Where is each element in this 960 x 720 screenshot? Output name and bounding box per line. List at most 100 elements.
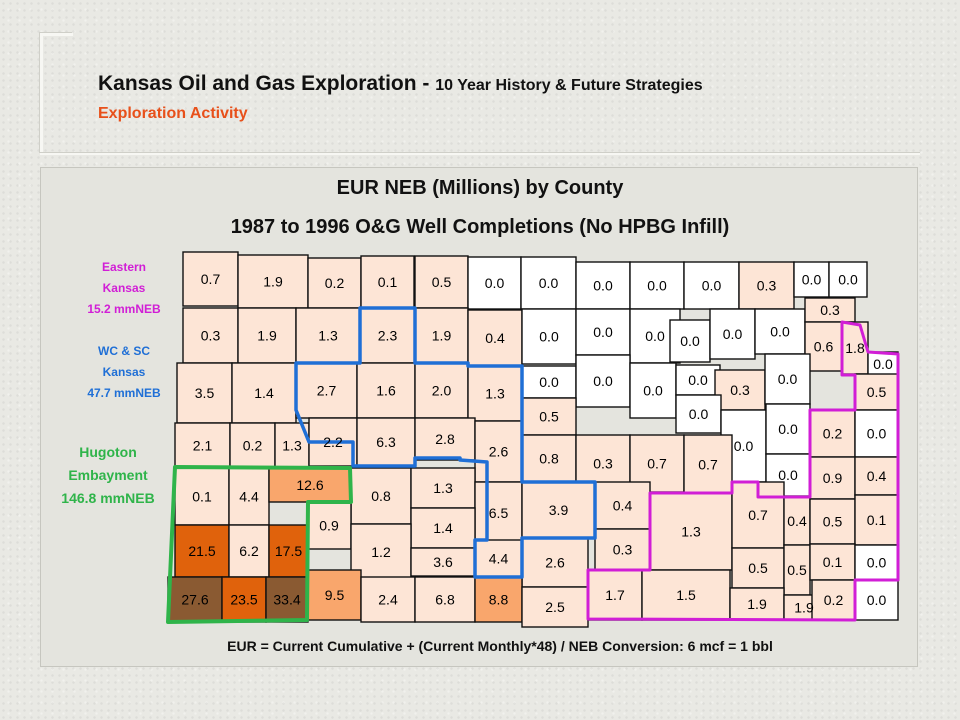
county-value-97: 1.7 (605, 587, 625, 603)
county-value-9: 0.0 (702, 278, 722, 294)
county-81 (410, 547, 476, 577)
county-value-102: 0.0 (867, 592, 887, 608)
county-value-83: 2.6 (545, 555, 565, 571)
county-73 (809, 498, 856, 545)
county-67 (474, 481, 523, 545)
region-wcsc-line1: WC & SC (98, 344, 150, 358)
county-82 (474, 539, 523, 578)
county-value-4: 0.5 (432, 274, 452, 290)
county-value-31: 2.7 (317, 383, 337, 399)
county-value-86: 0.5 (787, 562, 807, 578)
wcsc-region-border (294, 306, 597, 579)
county-value-0: 0.7 (201, 271, 221, 287)
county-90 (221, 576, 267, 623)
county-46 (356, 417, 416, 467)
county-8 (629, 261, 685, 310)
county-value-65: 0.8 (371, 488, 391, 504)
county-value-59: 0.0 (778, 467, 798, 483)
county-value-8: 0.0 (647, 278, 667, 294)
eur-formula-note: EUR = Current Cumulative + (Current Mont… (227, 638, 773, 654)
county-value-12: 0.0 (838, 272, 858, 288)
county-values: 0.7 1.9 0.2 0.1 0.5 0.0 0.0 0.0 0.0 0.0 0.3 0.0 0.0 0… (181, 271, 893, 616)
hugoton-region-border (166, 465, 353, 624)
region-hugoton-total: 146.8 mmNEB (61, 490, 155, 506)
county-value-57: 0.7 (647, 456, 667, 472)
county-value-64: 12.6 (296, 477, 323, 493)
map-subtitle: 1987 to 1996 O&G Well Completions (No HP… (230, 216, 730, 238)
county-value-5: 0.0 (485, 275, 505, 291)
county-value-44: 1.3 (282, 438, 302, 454)
county-value-93: 2.4 (378, 592, 398, 608)
county-value-54: 0.0 (867, 426, 887, 442)
county-value-37: 0.0 (643, 383, 663, 399)
county-value-19: 0.0 (539, 329, 559, 345)
county-value-49: 0.5 (539, 409, 559, 425)
county-value-55: 0.8 (539, 451, 559, 467)
county-22 (669, 319, 711, 363)
county-value-72: 0.4 (787, 513, 807, 529)
county-value-25: 0.3 (820, 302, 840, 318)
county-value-80: 1.2 (371, 544, 391, 560)
title-divider (40, 153, 920, 155)
county-50 (675, 394, 722, 434)
county-20 (575, 308, 631, 356)
county-23 (709, 308, 756, 360)
county-value-94: 6.8 (435, 592, 455, 608)
county-96 (521, 586, 589, 628)
county-value-47: 2.8 (435, 431, 455, 447)
county-value-36: 0.0 (593, 373, 613, 389)
county-11 (793, 261, 830, 298)
county-25 (804, 297, 856, 323)
county-value-76: 1.4 (433, 520, 453, 536)
county-value-2: 0.2 (325, 275, 345, 291)
county-value-87: 0.1 (823, 554, 843, 570)
county-value-42: 2.1 (193, 438, 213, 454)
county-value-33: 2.0 (432, 383, 452, 399)
county-value-100: 1.9 (794, 600, 814, 616)
county-value-39: 0.3 (730, 382, 750, 398)
county-value-60: 0.9 (823, 470, 843, 486)
county-value-81: 3.6 (433, 554, 453, 570)
county-value-82: 4.4 (489, 551, 509, 567)
slide-title-sub: 10 Year History & Future Strategies (435, 77, 703, 94)
county-value-91: 33.4 (273, 592, 300, 608)
county-41 (854, 373, 899, 411)
county-value-43: 0.2 (243, 438, 263, 454)
county-value-69: 0.4 (613, 498, 633, 514)
map-title: EUR NEB (Millions) by County (336, 177, 624, 199)
county-value-1: 1.9 (263, 274, 283, 290)
county-value-3: 0.1 (378, 274, 398, 290)
county-value-16: 2.3 (378, 328, 398, 344)
county-91 (265, 576, 309, 623)
county-value-32: 1.6 (376, 383, 396, 399)
county-value-46: 6.3 (376, 434, 396, 450)
county-value-75: 0.9 (319, 518, 339, 534)
county-49 (521, 397, 577, 436)
county-value-88: 0.0 (867, 555, 887, 571)
county-87 (809, 543, 856, 581)
county-88 (854, 544, 899, 581)
county-value-62: 0.1 (192, 489, 212, 505)
county-value-96: 2.5 (545, 599, 565, 615)
county-2 (307, 257, 362, 309)
county-value-14: 1.9 (257, 328, 277, 344)
county-value-17: 1.9 (432, 328, 452, 344)
county-19 (521, 308, 577, 365)
county-value-15: 1.3 (318, 328, 338, 344)
slide-title-main: Kansas Oil and Gas Exploration - (98, 72, 436, 95)
county-101 (811, 579, 856, 621)
county-value-56: 0.3 (593, 456, 613, 472)
county-61 (854, 456, 899, 496)
county-value-61: 0.4 (867, 468, 887, 484)
region-wcsc-line2: Kansas (102, 365, 146, 379)
county-value-28: 0.0 (873, 356, 893, 372)
region-wcsc-total: 47.7 mmNEB (87, 386, 161, 400)
county-value-84: 0.3 (613, 542, 633, 558)
county-99 (729, 587, 785, 621)
county-value-79: 17.5 (275, 543, 302, 559)
county-value-74: 0.1 (867, 512, 887, 528)
county-value-27: 1.8 (845, 340, 865, 356)
county-value-10: 0.3 (757, 278, 777, 294)
region-label-wcsc: WC & SC Kansas 47.7 mmNEB (64, 341, 184, 404)
